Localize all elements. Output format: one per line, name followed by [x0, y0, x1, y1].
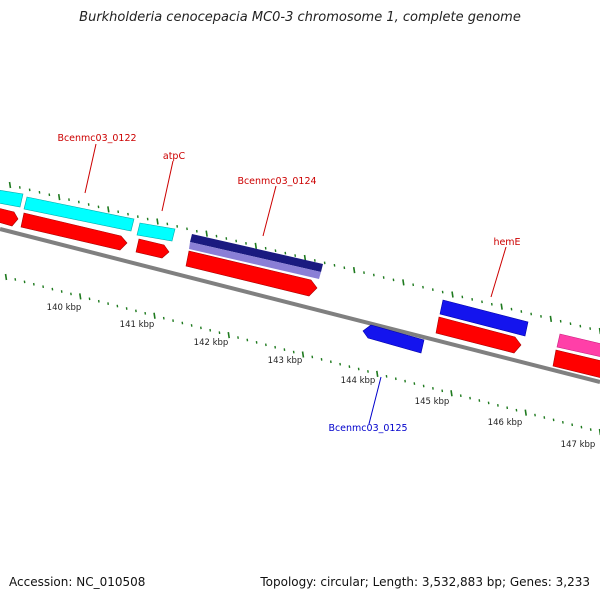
gene-feature-cyan-3[interactable] [136, 222, 176, 242]
major-tick [254, 242, 258, 249]
kbp-tick-labels: 140 kbp 141 kbp 142 kbp 143 kbp 144 kbp 145 k… [47, 303, 596, 450]
major-tick [402, 279, 405, 286]
major-tick [57, 194, 61, 201]
gene-label-bcenmc03-0124[interactable]: Bcenmc03_0124 [237, 176, 316, 187]
major-tick [4, 273, 8, 281]
kbp-tick-label: 144 kbp [341, 376, 376, 386]
outer-tick-row [8, 181, 600, 335]
major-tick [450, 390, 453, 397]
kbp-tick-label: 140 kbp [47, 303, 82, 313]
cds-arrow-3[interactable] [135, 238, 170, 259]
gene-feature-lavender[interactable] [189, 242, 321, 279]
major-tick [205, 230, 208, 237]
gene-track-upper [0, 190, 600, 357]
accession-text: Accession: NC_010508 [9, 575, 146, 589]
major-tick [500, 303, 503, 310]
gene-feature-navy[interactable] [190, 234, 323, 272]
kbp-tick-label: 147 kbp [561, 440, 596, 450]
major-tick [301, 351, 305, 358]
map-title: Burkholderia cenocepacia MC0-3 chromosom… [79, 10, 521, 25]
gene-feature-cyan-1[interactable] [0, 190, 24, 208]
major-tick [107, 206, 110, 213]
major-tick [79, 293, 82, 300]
major-tick [352, 267, 356, 274]
major-tick [451, 291, 454, 298]
genome-stats-text: Topology: circular; Length: 3,532,883 bp… [260, 575, 590, 589]
gene-labels: Bcenmc03_0122 atpC Bcenmc03_0124 hemE Bc… [57, 133, 520, 434]
cds-arrow-5[interactable] [435, 316, 522, 354]
gene-feature-cyan-2[interactable] [23, 196, 135, 232]
major-tick [376, 370, 379, 377]
cds-track [0, 208, 600, 378]
gene-label-bcenmc03-0125[interactable]: Bcenmc03_0125 [328, 423, 407, 434]
kbp-tick-label: 143 kbp [268, 356, 303, 366]
gene-label-bcenmc03-0122[interactable]: Bcenmc03_0122 [57, 133, 136, 144]
gene-label-atpc[interactable]: atpC [163, 151, 186, 162]
kbp-tick-label: 145 kbp [415, 397, 450, 407]
major-tick [524, 409, 527, 416]
major-tick [227, 332, 230, 339]
major-tick [153, 312, 156, 319]
kbp-tick-label: 142 kbp [194, 338, 229, 348]
gene-feature-blue-hemE[interactable] [439, 299, 529, 337]
cds-arrow-4[interactable] [185, 250, 318, 297]
cds-arrow-2[interactable] [20, 212, 128, 251]
kbp-tick-label: 141 kbp [120, 320, 155, 330]
gene-feature-pink[interactable] [556, 333, 600, 357]
gene-label-heme[interactable]: hemE [493, 237, 520, 248]
major-tick [156, 218, 159, 225]
kbp-tick-label: 146 kbp [488, 418, 523, 428]
major-tick [8, 181, 12, 189]
cds-arrow-6[interactable] [552, 349, 600, 378]
chromosome-backbone [0, 227, 600, 384]
inner-tick-row [4, 273, 600, 436]
gene-feature-blue-0125[interactable] [362, 324, 425, 354]
major-tick [549, 315, 553, 322]
cds-arrow-1[interactable] [0, 208, 19, 227]
